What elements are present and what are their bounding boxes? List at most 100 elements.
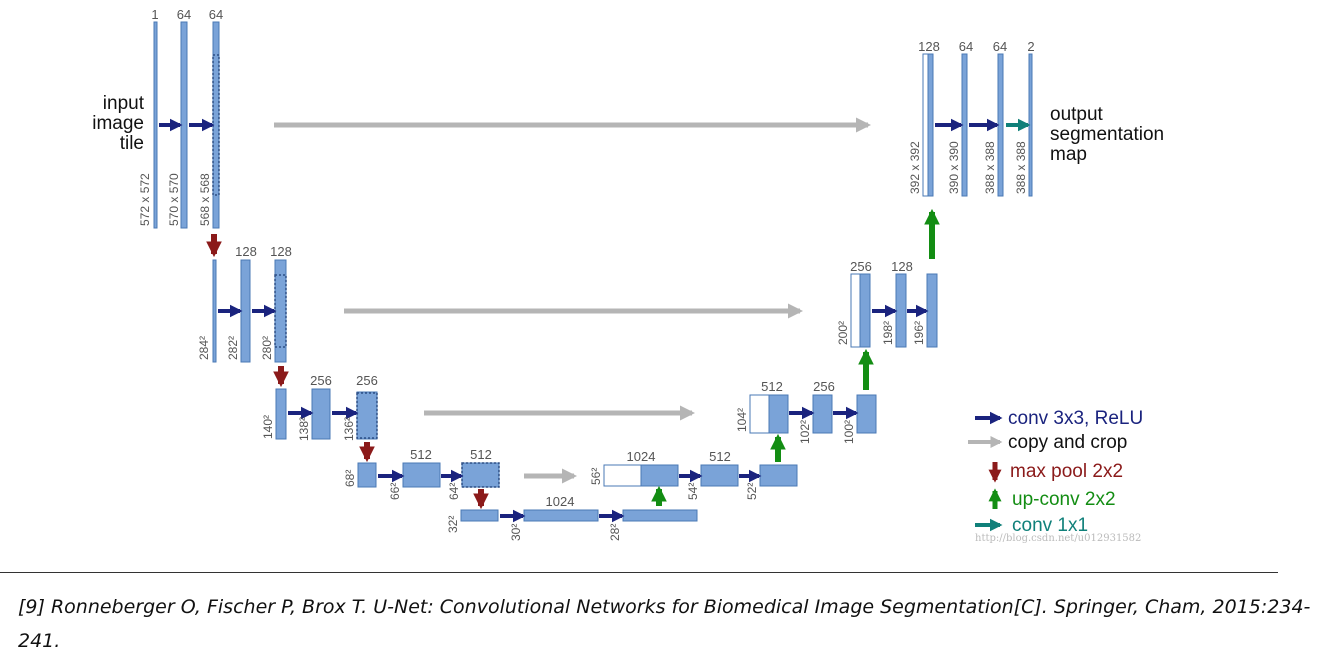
size-label: 66²	[388, 483, 402, 500]
channel-label: 512	[709, 449, 731, 464]
size-label: 282²	[226, 336, 240, 360]
block-l3a	[275, 388, 287, 440]
watermark: http://blog.csdn.net/u012931582	[975, 533, 1141, 544]
size-label: 102²	[798, 420, 812, 444]
size-label: 30²	[509, 524, 523, 541]
size-label: 104²	[735, 408, 749, 432]
output-label: output segmentation map	[1050, 104, 1164, 165]
conv-arrows	[159, 118, 1000, 523]
channel-label: 256	[813, 379, 835, 394]
channel-label: 256	[850, 259, 872, 274]
size-label: 32²	[446, 516, 460, 533]
input-label-line: image	[92, 113, 144, 134]
size-label: 52²	[745, 483, 759, 500]
size-label: 198²	[881, 321, 895, 345]
size-label: 136²	[342, 417, 356, 441]
size-label: 284²	[197, 336, 211, 360]
block-u1c	[997, 53, 1004, 197]
upconv-arrows	[651, 208, 940, 506]
block-u3a	[768, 394, 789, 434]
size-label: 568 x 568	[198, 173, 212, 226]
channel-labels: 1 64 64 128 128 256 256 512 512 1024 102…	[151, 7, 1034, 509]
block-l4b	[402, 462, 441, 488]
channel-label: 128	[270, 244, 292, 259]
size-label: 28²	[608, 524, 622, 541]
channel-label: 512	[470, 447, 492, 462]
size-label: 196²	[912, 321, 926, 345]
block-l2a	[212, 259, 217, 363]
channel-label: 128	[235, 244, 257, 259]
channel-label: 64	[209, 7, 223, 22]
output-label-line: segmentation	[1050, 124, 1164, 145]
size-label: 138²	[297, 417, 311, 441]
block-u2c	[926, 273, 938, 348]
size-label: 392 x 392	[908, 141, 922, 194]
copied-u3	[749, 394, 770, 434]
block-u2b	[895, 273, 907, 348]
channel-label: 256	[310, 373, 332, 388]
channel-label: 64	[177, 7, 191, 22]
size-label: 572 x 572	[138, 173, 152, 226]
legend-label-pool: max pool 2x2	[1010, 461, 1123, 482]
legend-label-conv1x1: conv 1x1	[1012, 515, 1088, 536]
legend: conv 3x3, ReLU copy and crop max pool 2x…	[968, 408, 1143, 536]
size-label: 100²	[842, 420, 856, 444]
block-u1a	[927, 53, 934, 197]
size-label: 68²	[343, 470, 357, 487]
channel-label: 256	[356, 373, 378, 388]
block-l4a	[357, 462, 377, 488]
size-label: 200²	[836, 321, 850, 345]
block-u3c	[856, 394, 877, 434]
pool-arrows	[206, 234, 489, 510]
output-label-line: map	[1050, 144, 1087, 165]
block-u4a	[640, 464, 679, 487]
channel-label: 1024	[546, 494, 575, 509]
copied-u1	[922, 53, 929, 197]
feature-blocks	[153, 21, 1033, 522]
block-l3b	[311, 388, 331, 440]
size-label: 388 x 388	[983, 141, 997, 194]
crop-l3	[356, 392, 378, 439]
size-label: 64²	[447, 483, 461, 500]
block-u1d	[1028, 53, 1033, 197]
size-label: 390 x 390	[947, 141, 961, 194]
block-l2b	[240, 259, 251, 363]
legend-label-upconv: up-conv 2x2	[1012, 489, 1116, 510]
size-label: 570 x 570	[167, 173, 181, 226]
block-l3c	[356, 391, 378, 440]
copied-u2	[850, 273, 861, 348]
separator-line	[0, 572, 1278, 573]
block-l5b	[523, 509, 599, 522]
unet-diagram: 1 64 64 128 128 256 256 512 512 1024 102…	[92, 7, 1164, 544]
size-label: 54²	[686, 483, 700, 500]
block-u2a	[859, 273, 871, 348]
size-label: 56²	[589, 468, 603, 485]
output-label-line: output	[1050, 104, 1104, 125]
size-label: 388 x 388	[1014, 141, 1028, 194]
block-u3b	[812, 394, 833, 434]
channel-label: 2	[1027, 39, 1034, 54]
channel-label: 128	[891, 259, 913, 274]
block-l5c	[622, 509, 698, 522]
channel-label: 128	[918, 39, 940, 54]
block-l5a	[460, 509, 499, 522]
block-l1b	[180, 21, 188, 229]
block-u4b	[700, 464, 739, 487]
channel-label: 512	[410, 447, 432, 462]
channel-label: 512	[761, 379, 783, 394]
channel-label: 64	[993, 39, 1007, 54]
block-l1a	[153, 21, 158, 229]
channel-label: 64	[959, 39, 973, 54]
copied-u4	[603, 464, 642, 487]
block-u1b	[961, 53, 968, 197]
block-l4c	[461, 462, 500, 488]
size-label: 140²	[261, 415, 275, 439]
input-label: input image tile	[92, 93, 144, 154]
input-label-line: tile	[120, 133, 144, 154]
block-l1c	[212, 21, 220, 229]
legend-label-copy: copy and crop	[1008, 432, 1127, 453]
citation: [9] Ronneberger O, Fischer P, Brox T. U-…	[18, 596, 1311, 652]
block-u4c	[759, 464, 798, 487]
channel-label: 1	[151, 7, 158, 22]
skip-connections	[274, 117, 871, 484]
